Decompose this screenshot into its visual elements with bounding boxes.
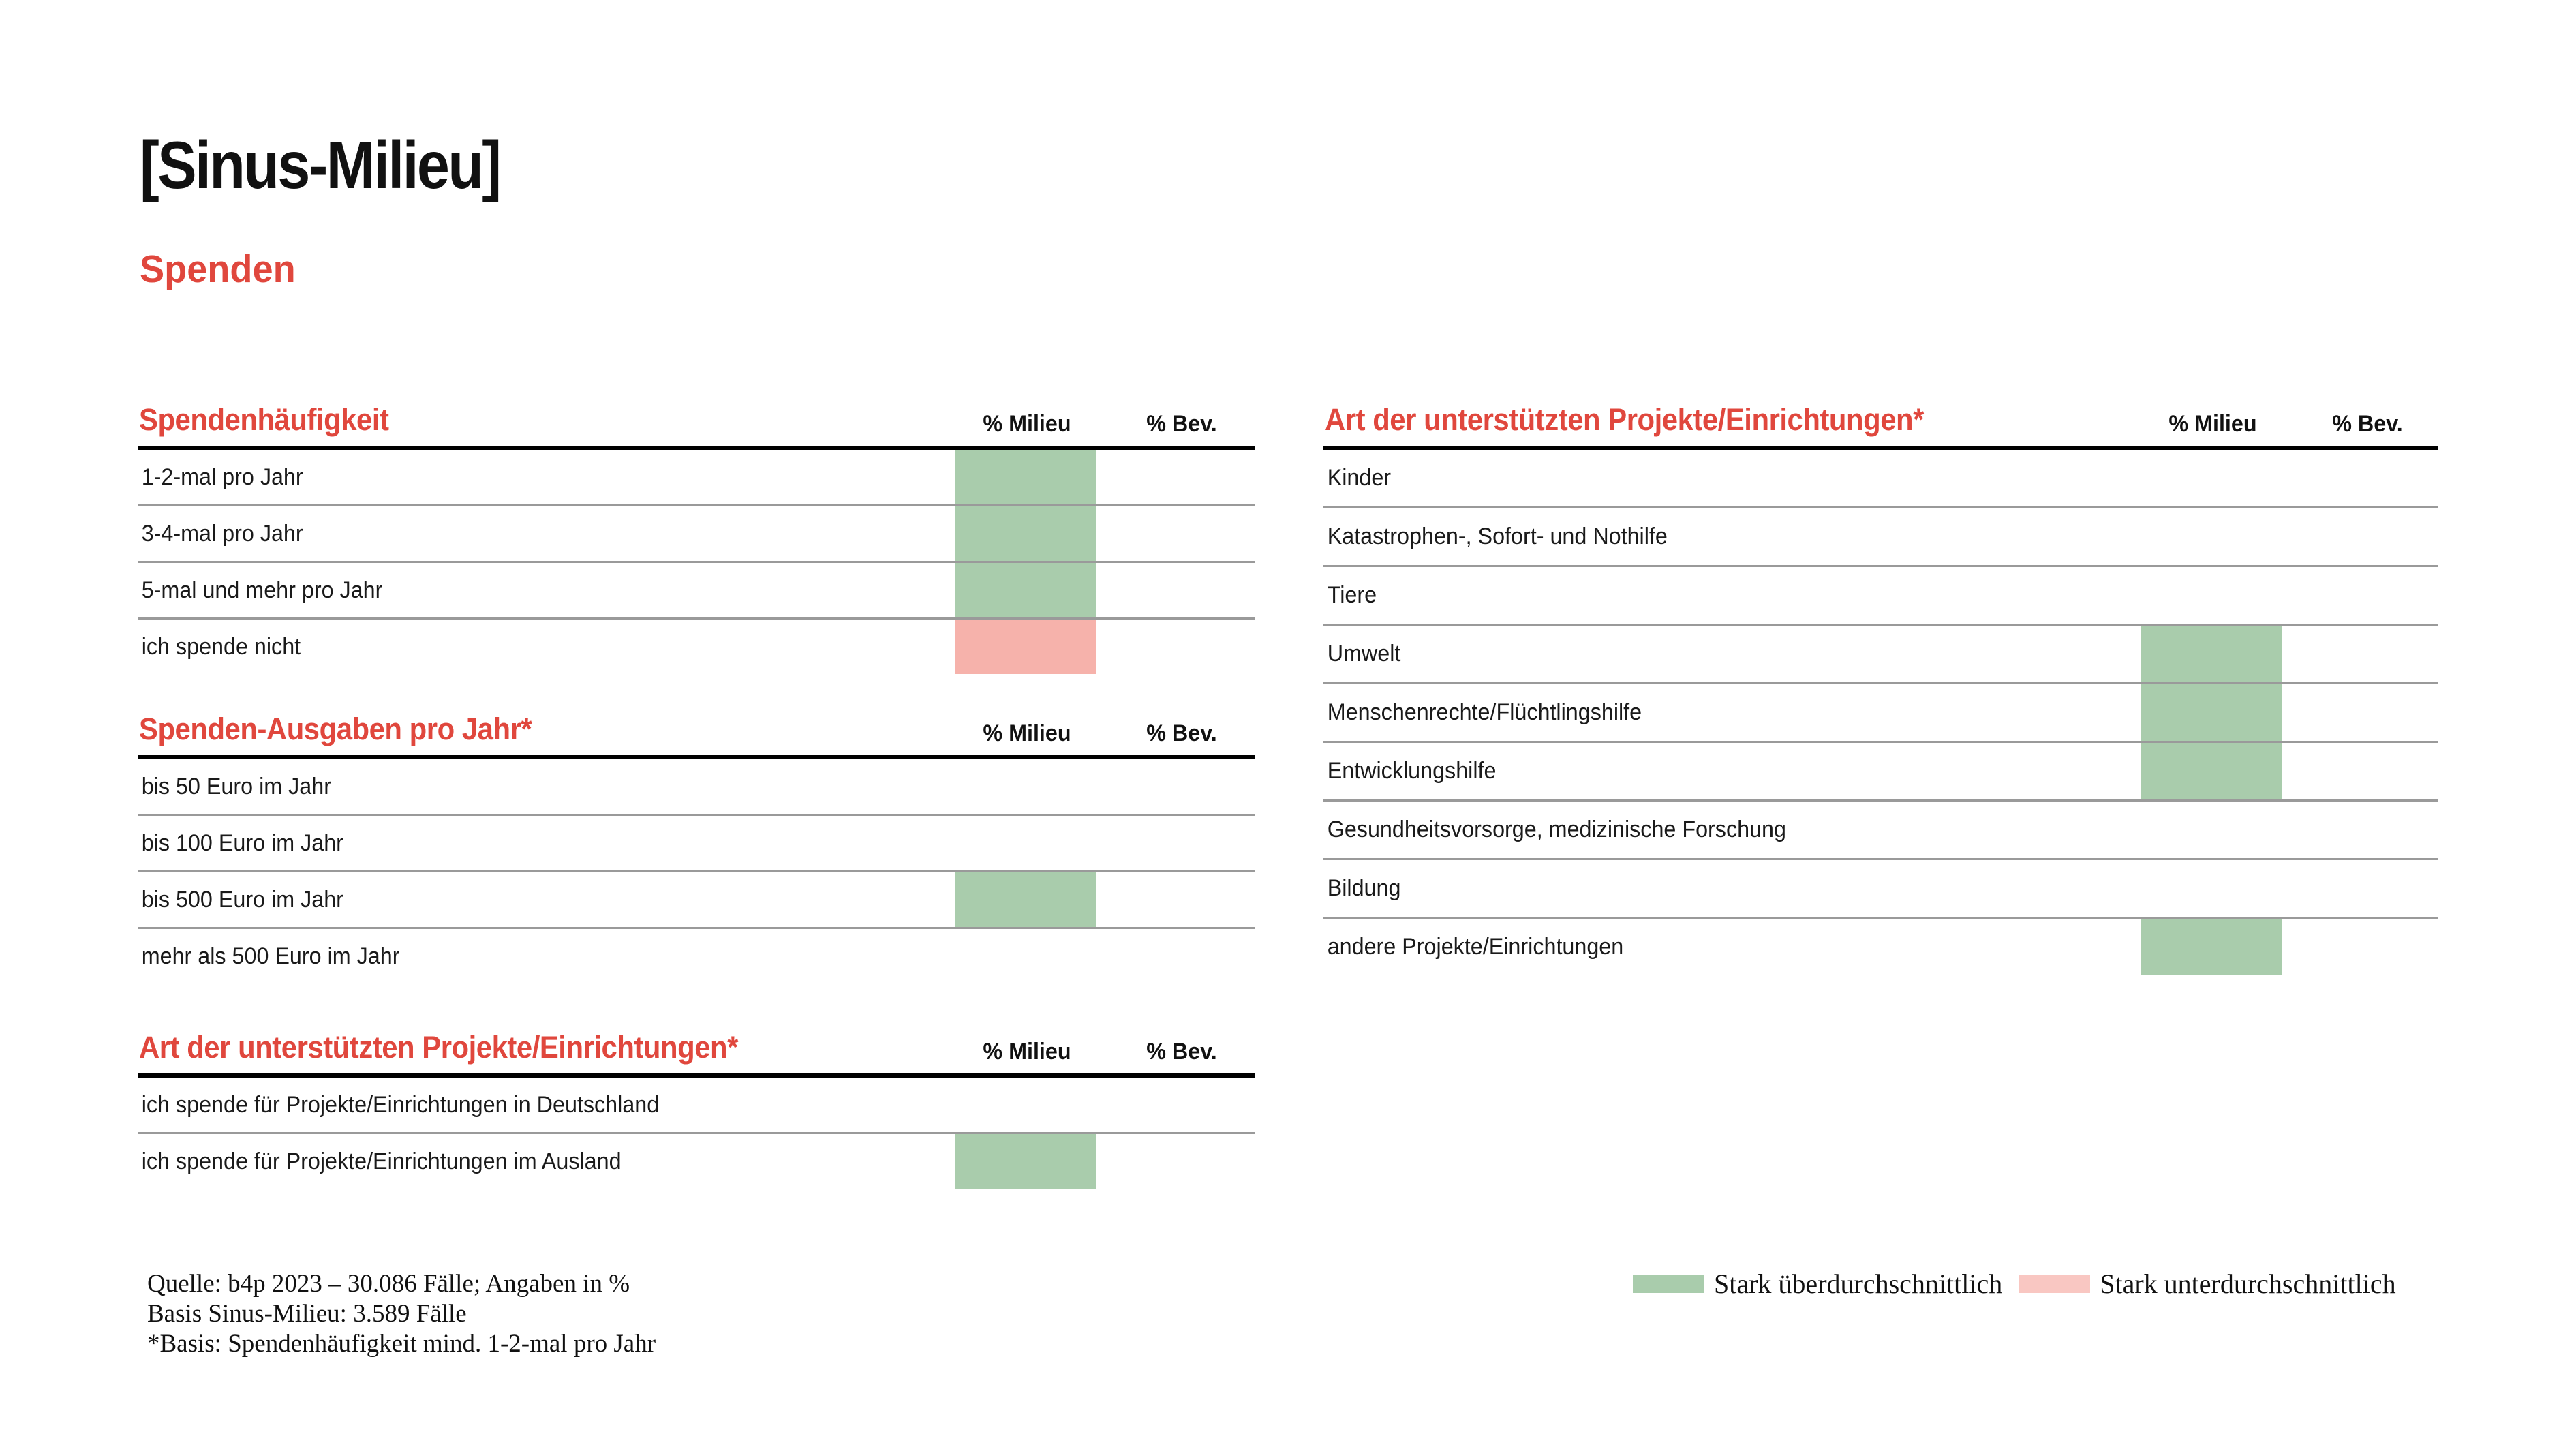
column-header-milieu: % Milieu [2168,411,2257,437]
table-body: 1-2-mal pro Jahr 3-4-mal pro Jahr 5-mal un… [138,450,1255,674]
row-label: bis 100 Euro im Jahr [141,829,343,856]
legend-label-above-average: Stark überdurchschnittlich [1714,1268,2003,1299]
highlight-above-average [2141,684,2282,741]
table-row: Umwelt [1323,626,2438,684]
row-label: ich spende für Projekte/Einrichtungen im… [141,1148,622,1174]
table-header: Art der unterstützten Projekte/Einrichtu… [138,1023,1255,1078]
table-heading: Art der unterstützten Projekte/Einrichtu… [1325,402,1924,437]
table-header: Spenden-Ausgaben pro Jahr* % Milieu % Be… [138,705,1255,759]
table-heading: Spendenhäufigkeit [139,402,389,437]
row-label: Katastrophen-, Sofort- und Nothilfe [1327,523,1668,549]
highlight-above-average [955,1134,1096,1189]
table-row: 3-4-mal pro Jahr [138,506,1255,563]
table-row: ich spende für Projekte/Einrichtungen in… [138,1078,1255,1134]
column-header-bev: % Bev. [1146,720,1217,746]
source-line: *Basis: Spendenhäufigkeit mind. 1-2-mal … [147,1330,656,1358]
row-label: 5-mal und mehr pro Jahr [141,577,383,603]
table-row: bis 500 Euro im Jahr [138,872,1255,929]
highlight-below-average [955,620,1096,674]
column-header-milieu: % Milieu [983,720,1071,746]
row-label: Kinder [1327,465,1392,491]
table-row: ich spende nicht [138,620,1255,674]
table-heading: Art der unterstützten Projekte/Einrichtu… [139,1030,738,1065]
table-row: Gesundheitsvorsorge, medizinische Forsch… [1323,802,2438,860]
table-row: 5-mal und mehr pro Jahr [138,563,1255,620]
table-spendenhaeufigkeit: Spendenhäufigkeit % Milieu % Bev. 1-2-ma… [138,395,1255,674]
highlight-above-average [955,506,1096,561]
page-title: [Sinus-Milieu] [140,127,502,202]
legend-swatch-above-average [1633,1274,1704,1293]
highlight-above-average [2141,919,2282,975]
legend-swatch-below-average [2019,1274,2091,1293]
highlight-above-average [955,563,1096,617]
row-label: Entwicklungshilfe [1327,758,1497,784]
row-label: ich spende für Projekte/Einrichtungen in… [141,1091,660,1118]
table-heading: Spenden-Ausgaben pro Jahr* [139,712,532,746]
table-row: ich spende für Projekte/Einrichtungen im… [138,1134,1255,1189]
table-body: bis 50 Euro im Jahr bis 100 Euro im Jahr b… [138,759,1255,983]
row-label: Menschenrechte/Flüchtlingshilfe [1327,699,1642,725]
row-label: andere Projekte/Einrichtungen [1327,934,1624,960]
table-row: Katastrophen-, Sofort- und Nothilfe [1323,508,2438,567]
table-spenden-ausgaben: Spenden-Ausgaben pro Jahr* % Milieu % Be… [138,705,1255,983]
table-header: Spendenhäufigkeit % Milieu % Bev. [138,395,1255,450]
column-header-milieu: % Milieu [983,1039,1071,1065]
highlight-above-average [955,450,1096,504]
row-label: Bildung [1327,875,1401,901]
legend: Stark überdurchschnittlich Stark unterdu… [1633,1265,2396,1302]
table-row: Tiere [1323,567,2438,626]
column-header-bev: % Bev. [2332,411,2403,437]
row-label: ich spende nicht [141,633,301,660]
table-row: Menschenrechte/Flüchtlingshilfe [1323,684,2438,743]
table-projekte-arten: Art der unterstützten Projekte/Einrichtu… [1323,395,2438,975]
table-body: ich spende für Projekte/Einrichtungen in… [138,1078,1255,1189]
table-row: Kinder [1323,450,2438,508]
table-row: 1-2-mal pro Jahr [138,450,1255,506]
table-body: Kinder Katastrophen-, Sofort- und Nothilf… [1323,450,2438,975]
table-row: andere Projekte/Einrichtungen [1323,919,2438,975]
highlight-above-average [2141,743,2282,799]
page-subtitle: Spenden [140,247,296,291]
source-line: Quelle: b4p 2023 – 30.086 Fälle; Angaben… [147,1270,630,1298]
row-label: bis 500 Euro im Jahr [141,886,343,913]
row-label: Gesundheitsvorsorge, medizinische Forsch… [1327,817,1786,842]
column-header-bev: % Bev. [1146,1039,1217,1065]
table-row: mehr als 500 Euro im Jahr [138,929,1255,983]
row-label: 1-2-mal pro Jahr [141,463,303,490]
table-header: Art der unterstützten Projekte/Einrichtu… [1323,395,2438,450]
row-label: 3-4-mal pro Jahr [141,520,303,547]
row-label: Umwelt [1327,641,1401,667]
column-header-bev: % Bev. [1146,411,1217,437]
source-line: Basis Sinus-Milieu: 3.589 Fälle [147,1300,467,1328]
highlight-above-average [955,872,1096,927]
highlight-above-average [2141,626,2282,682]
row-label: bis 50 Euro im Jahr [141,773,331,799]
table-row: Bildung [1323,860,2438,919]
table-row: bis 100 Euro im Jahr [138,816,1255,872]
row-label: mehr als 500 Euro im Jahr [141,943,400,969]
legend-label-below-average: Stark unterdurchschnittlich [2100,1268,2396,1299]
table-projekte-inland-ausland: Art der unterstützten Projekte/Einrichtu… [138,1023,1255,1189]
column-header-milieu: % Milieu [983,411,1071,437]
table-row: Entwicklungshilfe [1323,743,2438,802]
table-row: bis 50 Euro im Jahr [138,759,1255,816]
row-label: Tiere [1327,582,1377,608]
source-note: Quelle: b4p 2023 – 30.086 Fälle; Angaben… [147,1269,656,1359]
